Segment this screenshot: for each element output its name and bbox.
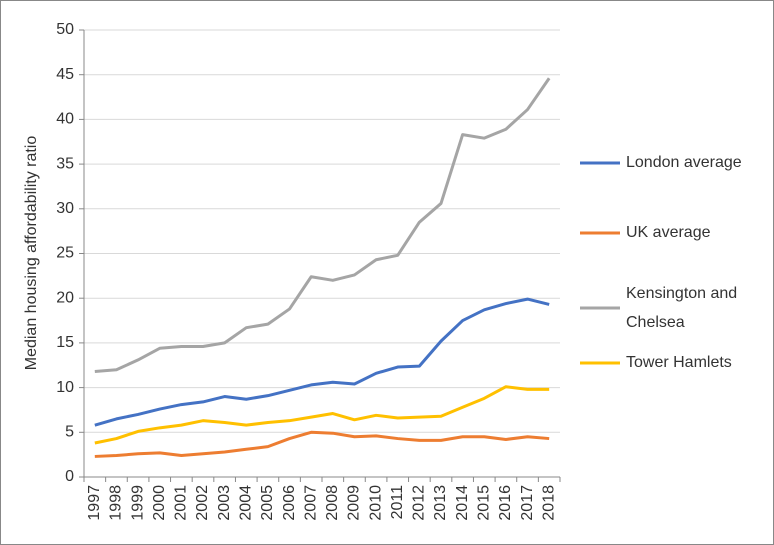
legend-label: London average	[626, 154, 742, 171]
y-tick-label: 50	[56, 21, 74, 38]
x-tick-label: 2009	[346, 485, 363, 521]
series-line	[94, 385, 550, 445]
y-tick-label: 20	[56, 289, 74, 306]
y-tick-label: 35	[56, 155, 74, 172]
y-tick-label: 15	[56, 334, 74, 351]
x-tick-label: 2016	[497, 485, 514, 521]
series-line	[94, 77, 551, 374]
y-tick-label: 10	[56, 379, 74, 396]
y-tick-label: 5	[65, 424, 74, 441]
x-tick-label: 2017	[519, 485, 536, 521]
x-tick-label: 2006	[281, 485, 298, 521]
x-tick-label: 2012	[411, 485, 428, 521]
x-tick-label: 2018	[540, 485, 557, 521]
x-tick-label: 1998	[108, 485, 125, 521]
x-tick-label: 2007	[302, 485, 319, 521]
y-tick-label: 40	[56, 111, 74, 128]
legend-label: Tower Hamlets	[626, 354, 732, 371]
x-tick-label: 2015	[475, 485, 492, 521]
x-tick-label: 2000	[151, 485, 168, 521]
x-tick-label: 2008	[324, 485, 341, 521]
x-tick-label: 2002	[194, 485, 211, 521]
x-tick-label: 1999	[129, 485, 146, 521]
y-tick-label: 25	[56, 245, 74, 262]
legend-label: Kensington and Chelsea	[626, 285, 738, 331]
x-tick-label: 2001	[173, 485, 190, 521]
x-tick-label: 2005	[259, 485, 276, 521]
y-tick-label: 30	[56, 200, 74, 217]
series-line	[94, 297, 550, 427]
legend-label: UK average	[626, 224, 711, 241]
x-tick-label: 1997	[86, 485, 103, 521]
x-tick-label: 2003	[216, 485, 233, 521]
x-tick-label: 2004	[237, 485, 254, 521]
x-tick-label: 2010	[367, 485, 384, 521]
y-axis-label: Median housing affordability ratio	[23, 136, 40, 371]
x-tick-label: 2013	[432, 485, 449, 521]
series-line	[94, 430, 550, 458]
x-tick-label: 2011	[389, 485, 406, 520]
y-tick-label: 0	[65, 468, 74, 485]
y-tick-label: 45	[56, 66, 74, 83]
x-tick-label: 2014	[454, 485, 471, 521]
